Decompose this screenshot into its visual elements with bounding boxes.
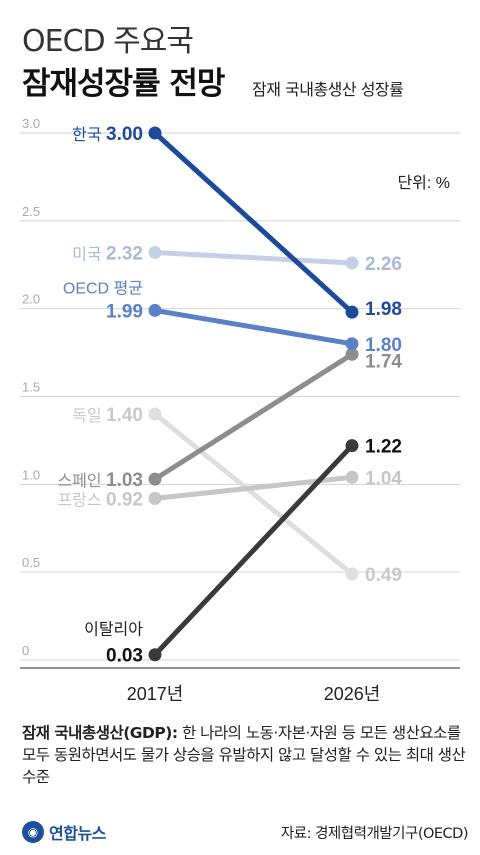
start-label: 프랑스 0.92 bbox=[57, 489, 143, 510]
series-name-label: OECD 평균 bbox=[63, 279, 143, 297]
y-tick-label: 0.5 bbox=[22, 555, 40, 570]
start-value-label: 0.03 bbox=[106, 646, 143, 667]
start-label: 스페인 1.03 bbox=[57, 470, 143, 491]
series-line-2 bbox=[152, 307, 355, 347]
end-value-label: 1.04 bbox=[365, 468, 402, 489]
series-name-label: 한국 bbox=[72, 126, 106, 144]
end-value-label: 0.49 bbox=[365, 565, 402, 586]
slope-chart: 0 0.5 1.0 1.5 2.0 2.5 3.0 2017년 2026년 한국 3.00 1.… bbox=[20, 116, 460, 704]
globe-icon: ◉ bbox=[22, 821, 44, 843]
x-tick-label: 2026년 bbox=[324, 684, 381, 704]
data-point-end-1 bbox=[345, 256, 359, 270]
chart-title-line2: 잠재성장률 전망 bbox=[22, 66, 225, 102]
end-value-label: 1.22 bbox=[365, 437, 402, 458]
y-tick-label: 2.0 bbox=[22, 292, 40, 307]
series-name-label: 이탈리아 bbox=[84, 621, 143, 639]
data-point-end-5 bbox=[345, 470, 359, 484]
end-value-label: 1.98 bbox=[365, 299, 402, 320]
definition-body: 한 나라의 노동·자본·자원 등 모든 생산요소를 모두 동원하면서도 물가 상… bbox=[22, 724, 466, 786]
chart-title-line1: OECD 주요국 bbox=[22, 24, 194, 59]
end-value-label: 2.26 bbox=[365, 254, 402, 275]
data-point-start-4 bbox=[148, 472, 162, 486]
y-tick-label: 2.5 bbox=[22, 204, 40, 219]
grid-layer: 0 0.5 1.0 1.5 2.0 2.5 3.0 bbox=[20, 116, 460, 661]
logo-text: 연합뉴스 bbox=[49, 824, 106, 843]
series-line-4 bbox=[152, 351, 355, 482]
start-value-label: 1.40 bbox=[106, 405, 143, 426]
axis-layer: 2017년 2026년 bbox=[20, 667, 460, 704]
series-name-label: 독일 bbox=[72, 407, 106, 425]
start-value-label: 2.32 bbox=[106, 243, 143, 264]
end-value-label: 1.74 bbox=[365, 351, 402, 372]
chart-subtitle: 잠재 국내총생산 성장률 bbox=[252, 80, 404, 99]
start-label: 독일 1.40 bbox=[72, 405, 143, 426]
y-tick-label: 1.0 bbox=[22, 467, 40, 482]
start-value-label: 0.92 bbox=[106, 489, 143, 510]
yonhap-logo: ◉ 연합뉴스 bbox=[22, 820, 106, 844]
start-label: 미국 2.32 bbox=[72, 243, 143, 264]
data-point-end-6 bbox=[345, 439, 359, 453]
series-lines bbox=[148, 126, 359, 662]
data-point-end-3 bbox=[345, 567, 359, 581]
definition-text: 잠재 국내총생산(GDP): 한 나라의 노동·자본·자원 등 모든 생산요소를… bbox=[22, 722, 467, 788]
data-labels: 한국 3.00 1.98 미국 2.32 2.26 OECD 평균 1.99 1.80 독일 … bbox=[57, 124, 402, 667]
data-point-start-2 bbox=[148, 303, 162, 317]
data-point-start-3 bbox=[148, 407, 162, 421]
start-value-label: 1.99 bbox=[106, 301, 143, 322]
start-value-label: 1.03 bbox=[106, 470, 143, 491]
series-line-1 bbox=[152, 249, 355, 266]
data-point-start-6 bbox=[148, 648, 162, 662]
series-line-3 bbox=[152, 411, 355, 577]
series-name-label: 스페인 bbox=[57, 472, 106, 490]
start-value-label: 3.00 bbox=[106, 124, 143, 145]
series-line-6 bbox=[152, 443, 355, 658]
end-value-label: 1.80 bbox=[365, 335, 402, 356]
series-name-label: 프랑스 bbox=[57, 491, 106, 509]
data-point-end-0 bbox=[345, 305, 359, 319]
data-point-end-4 bbox=[345, 347, 359, 361]
start-label: 한국 3.00 bbox=[72, 124, 143, 145]
series-line-0 bbox=[152, 130, 355, 315]
definition-term: 잠재 국내총생산(GDP): bbox=[22, 724, 178, 742]
y-tick-label: 1.5 bbox=[22, 380, 40, 395]
unit-label: 단위: % bbox=[397, 174, 450, 192]
source-note: 자료: 경제협력개발기구(OECD) bbox=[280, 826, 469, 842]
data-point-end-2 bbox=[345, 337, 359, 351]
data-point-start-1 bbox=[148, 245, 162, 259]
series-name-label: 미국 bbox=[72, 245, 106, 263]
x-tick-label: 2017년 bbox=[127, 684, 184, 704]
data-point-start-0 bbox=[148, 126, 162, 140]
y-tick-label: 0 bbox=[22, 643, 29, 658]
y-tick-label: 3.0 bbox=[22, 116, 40, 131]
data-point-start-5 bbox=[148, 491, 162, 505]
